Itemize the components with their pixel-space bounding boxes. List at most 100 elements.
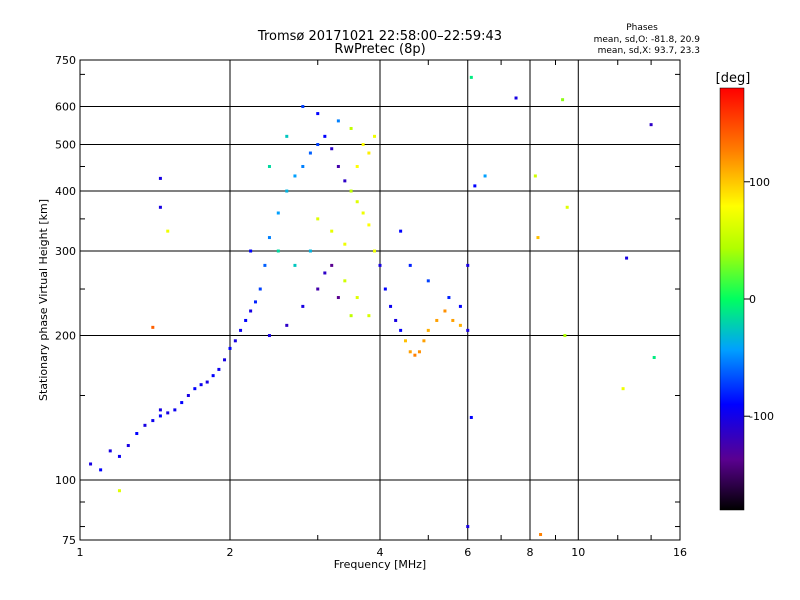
data-point <box>563 334 567 338</box>
data-point <box>443 309 447 313</box>
data-point <box>99 468 103 472</box>
data-point <box>293 263 297 267</box>
data-point <box>135 432 139 436</box>
data-point <box>293 174 297 178</box>
data-point <box>267 164 271 168</box>
data-point <box>308 249 312 253</box>
grid-lines <box>79 59 681 541</box>
data-point <box>426 279 430 283</box>
data-point <box>533 174 537 178</box>
data-point <box>399 328 403 332</box>
y-tick-label: 400 <box>55 185 76 198</box>
data-point <box>276 211 280 215</box>
data-point <box>413 353 417 357</box>
data-point <box>435 318 439 322</box>
data-point <box>244 318 248 322</box>
data-point <box>451 318 455 322</box>
data-point <box>316 143 320 147</box>
data-point <box>233 339 237 343</box>
data-point <box>378 263 382 267</box>
data-point <box>336 296 340 300</box>
data-point <box>253 300 257 304</box>
data-point <box>217 367 221 371</box>
data-point <box>343 279 347 283</box>
data-point <box>355 296 359 300</box>
colorbar-tick-label: -100 <box>749 410 774 423</box>
data-point <box>417 350 421 354</box>
data-point <box>199 383 203 387</box>
data-point <box>193 387 197 391</box>
colorbar-tick-label: 100 <box>749 176 770 189</box>
y-tick-label: 200 <box>55 330 76 343</box>
data-point <box>276 249 280 253</box>
data-points <box>89 75 656 537</box>
data-point <box>158 408 162 412</box>
data-point <box>267 236 271 240</box>
data-point <box>483 174 487 178</box>
data-point <box>652 355 656 359</box>
colorbar-tick-label: 0 <box>749 293 756 306</box>
data-point <box>403 339 407 343</box>
data-point <box>151 419 155 423</box>
data-point <box>336 164 340 168</box>
colorbar-ticks: 100 0 -100 <box>744 176 774 423</box>
data-point <box>330 147 334 151</box>
data-point <box>228 346 232 350</box>
data-point <box>330 229 334 233</box>
data-point <box>89 462 93 466</box>
data-point <box>330 263 334 267</box>
data-point <box>383 287 387 291</box>
data-point <box>458 323 462 327</box>
data-point <box>361 143 365 147</box>
data-point <box>426 328 430 332</box>
data-point <box>323 134 327 138</box>
x-axis-label: Frequency [MHz] <box>334 558 426 571</box>
data-point <box>394 318 398 322</box>
data-point <box>373 249 377 253</box>
data-point <box>285 189 289 193</box>
stats-line-o: mean, sd,O: -81.8, 20.9 <box>594 35 701 45</box>
data-point <box>565 205 569 209</box>
y-tick-label: 500 <box>55 139 76 152</box>
x-tick-labels: 1 2 4 6 8 10 16 <box>77 546 688 559</box>
data-point <box>316 112 320 116</box>
data-point <box>151 325 155 329</box>
data-point <box>469 75 473 79</box>
data-point <box>466 263 470 267</box>
colorbar-label: [deg] <box>716 71 751 86</box>
data-point <box>166 411 170 415</box>
data-point <box>258 287 262 291</box>
y-tick-label: 75 <box>62 534 76 547</box>
y-axis-label: Stationary phase Virtual Height [km] <box>37 199 50 401</box>
data-point <box>223 358 227 362</box>
data-point <box>649 123 653 127</box>
x-tick-label: 16 <box>673 546 687 559</box>
x-tick-label: 6 <box>464 546 471 559</box>
data-point <box>343 179 347 183</box>
data-point <box>336 119 340 123</box>
stats-title: Phases <box>626 23 658 33</box>
data-point <box>323 271 327 275</box>
data-point <box>373 134 377 138</box>
data-point <box>367 314 371 318</box>
data-point <box>349 126 353 130</box>
data-point <box>458 304 462 308</box>
data-point <box>466 525 470 529</box>
data-point <box>625 256 629 260</box>
data-point <box>399 229 403 233</box>
data-point <box>249 309 253 313</box>
data-point <box>126 444 130 448</box>
data-point <box>211 374 215 378</box>
data-point <box>367 223 371 227</box>
y-tick-labels: 75 100 200 300 400 500 600 750 <box>55 54 76 547</box>
data-point <box>536 236 540 240</box>
data-point <box>355 200 359 204</box>
stats-line-x: mean, sd,X: 93.7, 23.3 <box>598 46 700 56</box>
data-point <box>473 184 477 188</box>
data-point <box>408 350 412 354</box>
data-point <box>621 387 625 391</box>
data-point <box>389 304 393 308</box>
y-tick-label: 750 <box>55 54 76 67</box>
data-point <box>561 98 565 102</box>
